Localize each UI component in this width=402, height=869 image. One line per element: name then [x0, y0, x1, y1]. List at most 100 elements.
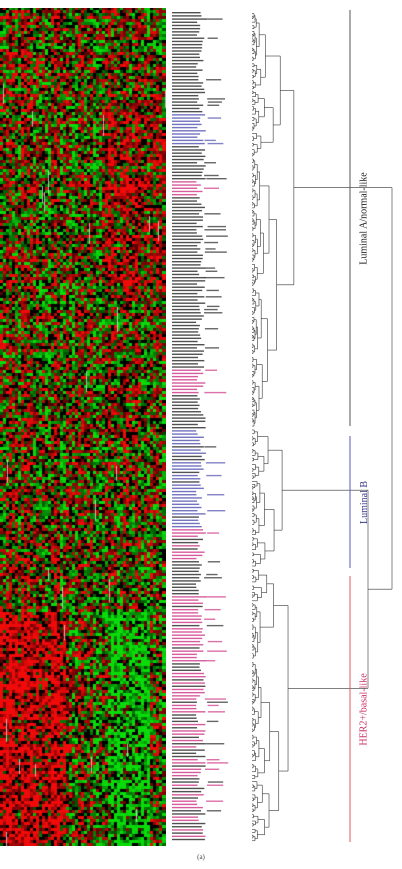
sample-label-suffix-mark: [204, 577, 222, 579]
sample-label-mark: [172, 685, 206, 687]
sample-label-mark: [172, 114, 206, 116]
sample-label-mark: [172, 379, 198, 381]
sample-label-mark: [172, 63, 198, 65]
sample-label-mark: [172, 334, 201, 336]
sample-label-mark: [172, 465, 202, 467]
sample-label-suffix-mark: [207, 225, 227, 228]
sample-label-mark: [172, 596, 206, 598]
sample-label-mark: [172, 363, 198, 365]
sample-label-mark: [172, 229, 197, 231]
sample-label-mark: [172, 130, 206, 132]
sample-label-mark: [172, 312, 201, 314]
group-label-her2-basal: HER2+/basal-like: [358, 672, 370, 746]
sample-label-suffix-mark: [207, 704, 219, 707]
heatmap-canvas: [0, 8, 166, 846]
sample-label-mark: [172, 647, 200, 649]
sample-label-suffix-mark: [207, 98, 226, 100]
sample-label-suffix-mark: [205, 248, 216, 250]
sample-label-mark: [172, 586, 197, 589]
sample-label-mark: [172, 37, 205, 39]
sample-label-mark: [172, 650, 204, 652]
sample-label-mark: [172, 110, 203, 113]
sample-label-suffix-mark: [204, 174, 219, 177]
sample-labels: [170, 8, 250, 846]
sample-label-mark: [172, 420, 206, 423]
sample-label-mark: [172, 669, 201, 672]
sample-label-mark: [172, 178, 206, 180]
sample-label-mark: [172, 27, 201, 30]
sample-label-mark: [172, 232, 197, 234]
sample-label-mark: [172, 797, 199, 799]
sample-label-mark: [172, 701, 197, 703]
sample-label-mark: [172, 382, 206, 384]
sample-label-mark: [172, 69, 203, 71]
sample-label-mark: [172, 350, 204, 352]
sample-label-mark: [172, 567, 200, 569]
sample-label-mark: [172, 79, 199, 81]
sample-label-mark: [172, 446, 204, 448]
sample-label-mark: [172, 660, 206, 662]
sample-label-mark: [172, 213, 200, 215]
sample-label-mark: [172, 404, 200, 407]
sample-label-mark: [172, 149, 206, 151]
sample-label-mark: [172, 707, 197, 710]
sample-label-mark: [172, 519, 199, 521]
sample-label-suffix-mark: [204, 241, 219, 244]
sample-label-mark: [172, 474, 198, 477]
sample-label-mark: [172, 557, 197, 560]
sample-label-mark: [172, 254, 203, 257]
sample-label-mark: [172, 292, 198, 295]
sample-label-mark: [172, 621, 203, 624]
sample-label-mark: [172, 146, 199, 148]
sample-label-mark: [172, 541, 199, 544]
sample-label-mark: [172, 31, 200, 33]
sample-label-mark: [172, 790, 202, 793]
sample-label-mark: [172, 822, 206, 825]
sample-label-suffix-mark: [204, 213, 221, 215]
sample-label-mark: [172, 452, 206, 454]
sample-label-mark: [172, 577, 200, 579]
sample-label-mark: [172, 593, 199, 595]
sample-label-mark: [172, 484, 201, 486]
sample-label-mark: [172, 321, 197, 324]
sample-label-mark: [172, 12, 201, 14]
sample-label-mark: [172, 107, 200, 110]
sample-label-mark: [172, 656, 197, 659]
sample-label-mark: [172, 85, 202, 87]
sample-label-mark: [172, 634, 205, 636]
sample-label-mark: [172, 551, 205, 553]
sample-label-mark: [172, 190, 203, 193]
sample-label-mark: [172, 344, 205, 346]
sample-label-suffix-mark: [207, 701, 228, 703]
sample-label-mark: [172, 289, 203, 292]
sample-label-suffix-mark: [207, 781, 224, 783]
sample-label-suffix-mark: [206, 289, 219, 292]
sample-label-mark: [172, 34, 197, 36]
sample-label-suffix-mark: [204, 251, 227, 253]
sample-label-mark: [172, 91, 206, 94]
sample-label-mark: [172, 691, 205, 694]
sample-label-suffix-mark: [204, 391, 227, 394]
sample-label-suffix-mark: [206, 235, 228, 237]
sample-label-mark: [172, 95, 199, 97]
sample-label-mark: [172, 123, 202, 126]
sample-label-mark: [172, 810, 202, 812]
sample-label-suffix-mark: [206, 573, 218, 576]
sample-label-mark: [172, 506, 202, 509]
panel-caption: (a): [197, 853, 205, 861]
sample-label-mark: [172, 644, 204, 646]
sample-label-mark: [172, 768, 202, 770]
sample-label-mark: [172, 826, 202, 828]
sample-label-mark: [172, 241, 201, 244]
sample-label-mark: [172, 200, 197, 202]
sample-label-mark: [172, 803, 198, 806]
sample-label-mark: [172, 746, 197, 748]
sample-label-suffix-mark: [204, 446, 217, 448]
sample-label-suffix-mark: [206, 305, 220, 308]
sample-label-mark: [172, 101, 198, 103]
sample-label-suffix-mark: [206, 474, 222, 477]
sample-label-mark: [172, 739, 203, 742]
sample-label-suffix-mark: [205, 347, 220, 349]
sample-label-mark: [172, 152, 202, 154]
sample-label-mark: [172, 829, 204, 831]
